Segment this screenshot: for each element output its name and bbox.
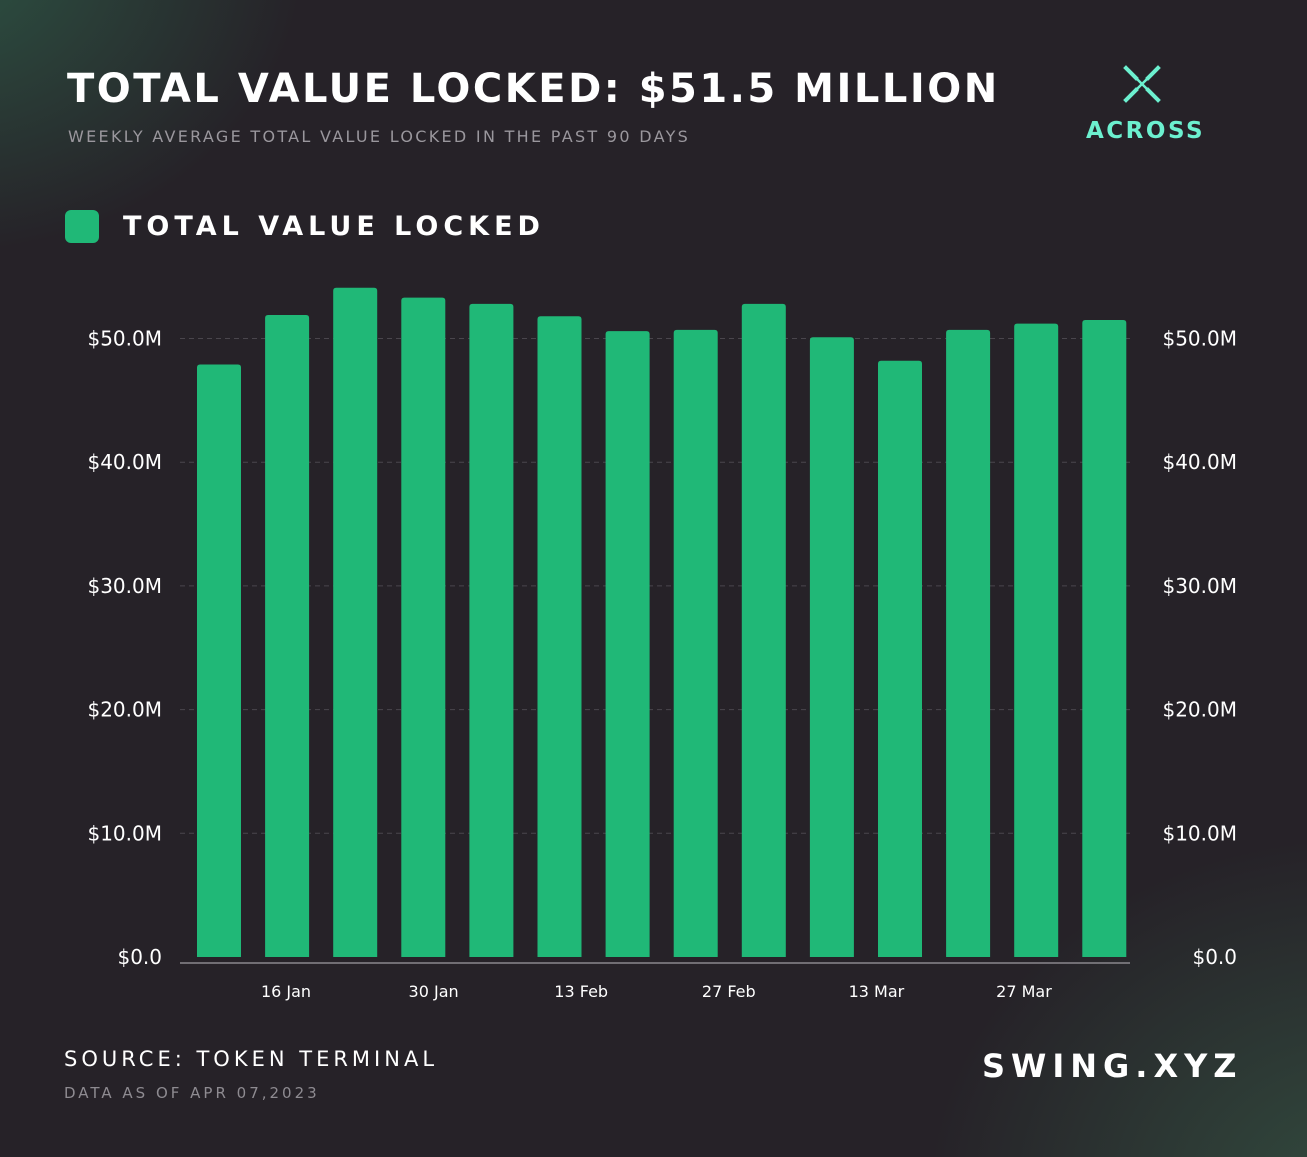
- y-tick-label-right: $50.0M: [1162, 327, 1237, 351]
- bar: [1014, 323, 1059, 957]
- y-tick-label-right: $20.0M: [1162, 698, 1237, 722]
- x-tick-label: 27 Mar: [996, 982, 1052, 1001]
- y-tick-label-left: $40.0M: [87, 450, 162, 474]
- bar: [946, 329, 991, 957]
- logo-brand-name: ACROSS: [1086, 118, 1206, 144]
- chart-title: TOTAL VALUE LOCKED: $51.5 MILLION: [67, 66, 1000, 112]
- bar: [401, 297, 446, 958]
- bar: [809, 337, 854, 957]
- y-tick-label-left: $30.0M: [87, 574, 162, 598]
- site-watermark: SWING.XYZ: [982, 1047, 1243, 1085]
- chart-legend: TOTAL VALUE LOCKED: [65, 210, 545, 243]
- y-tick-label-right: $0.0: [1192, 945, 1237, 969]
- across-x-icon: [1123, 65, 1161, 103]
- bar: [878, 360, 922, 957]
- chart-subtitle: WEEKLY AVERAGE TOTAL VALUE LOCKED IN THE…: [68, 127, 691, 146]
- legend-label: TOTAL VALUE LOCKED: [123, 211, 545, 242]
- source-note: SOURCE: TOKEN TERMINAL: [64, 1047, 439, 1071]
- bar: [673, 329, 718, 957]
- across-logo: ACROSS: [1086, 64, 1206, 144]
- bar: [1082, 319, 1127, 957]
- x-tick-label: 16 Jan: [261, 982, 311, 1001]
- y-tick-label-left: $50.0M: [87, 327, 162, 351]
- bar: [605, 331, 650, 957]
- legend-swatch: [65, 210, 99, 243]
- y-tick-label-right: $10.0M: [1162, 821, 1237, 845]
- bar: [197, 364, 241, 957]
- y-tick-label-left: $10.0M: [87, 821, 162, 845]
- y-tick-label-right: $30.0M: [1162, 574, 1237, 598]
- bar: [333, 287, 378, 958]
- y-tick-label-left: $0.0: [117, 945, 162, 969]
- data-date-note: DATA AS OF APR 07,2023: [64, 1084, 320, 1102]
- bar: [469, 303, 514, 957]
- y-tick-label-left: $20.0M: [87, 698, 162, 722]
- bar: [741, 303, 786, 957]
- bar: [537, 316, 582, 957]
- x-tick-label: 30 Jan: [409, 982, 459, 1001]
- x-tick-label: 13 Mar: [849, 982, 905, 1001]
- x-tick-label: 13 Feb: [554, 982, 608, 1001]
- y-tick-label-right: $40.0M: [1162, 450, 1237, 474]
- bar: [265, 314, 310, 957]
- x-tick-label: 27 Feb: [702, 982, 756, 1001]
